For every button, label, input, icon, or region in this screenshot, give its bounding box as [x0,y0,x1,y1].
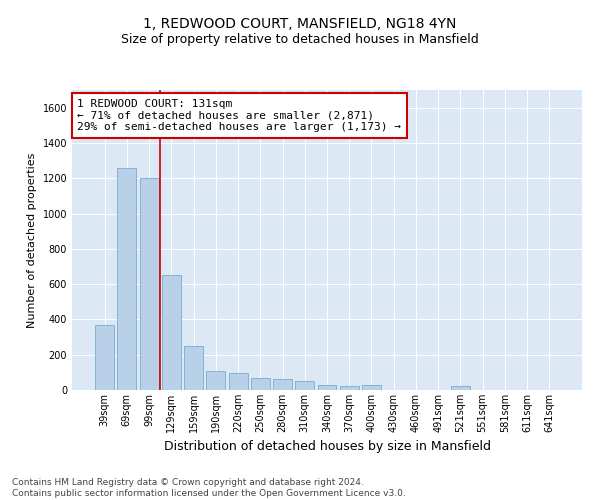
Bar [295,381,314,390]
Bar [229,373,248,390]
Bar [317,384,337,390]
Bar [118,168,136,390]
X-axis label: Distribution of detached houses by size in Mansfield: Distribution of detached houses by size … [163,440,491,454]
Text: 1, REDWOOD COURT, MANSFIELD, NG18 4YN: 1, REDWOOD COURT, MANSFIELD, NG18 4YN [143,18,457,32]
Bar [251,378,270,390]
Bar [95,324,114,390]
Bar [340,386,359,390]
Bar [184,346,203,390]
Bar [451,386,470,390]
Y-axis label: Number of detached properties: Number of detached properties [27,152,37,328]
Text: 1 REDWOOD COURT: 131sqm
← 71% of detached houses are smaller (2,871)
29% of semi: 1 REDWOOD COURT: 131sqm ← 71% of detache… [77,99,401,132]
Bar [273,378,292,390]
Bar [162,276,181,390]
Bar [362,384,381,390]
Bar [140,178,158,390]
Text: Contains HM Land Registry data © Crown copyright and database right 2024.
Contai: Contains HM Land Registry data © Crown c… [12,478,406,498]
Text: Size of property relative to detached houses in Mansfield: Size of property relative to detached ho… [121,32,479,46]
Bar [206,370,225,390]
